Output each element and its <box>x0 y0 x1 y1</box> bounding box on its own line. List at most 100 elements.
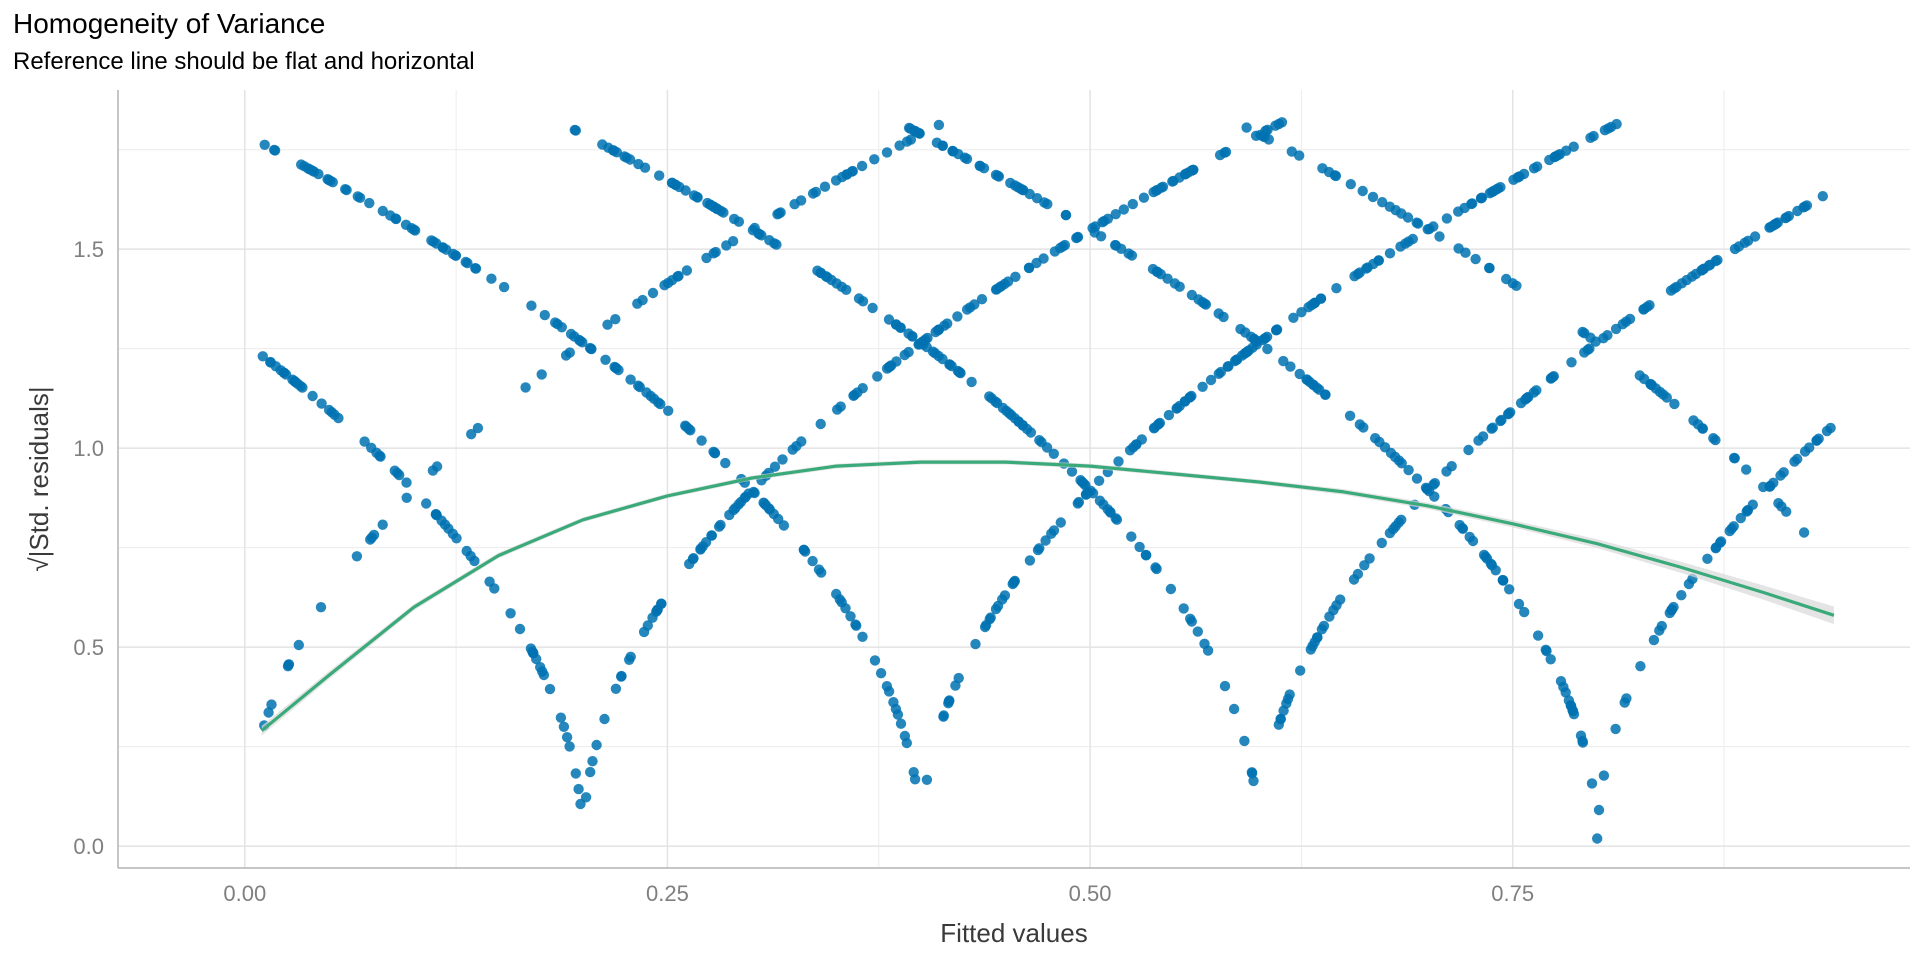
residual-point <box>773 208 785 219</box>
x-tick-label: 0.00 <box>223 881 266 906</box>
residual-point <box>597 139 608 150</box>
residual-point <box>645 390 656 402</box>
residual-point <box>733 216 745 227</box>
residual-point <box>1545 654 1556 665</box>
residual-point <box>1180 169 1191 180</box>
residual-point <box>642 620 653 631</box>
residual-point <box>1798 527 1810 538</box>
residual-point <box>1138 192 1150 203</box>
residual-point <box>1781 212 1792 223</box>
residual-point <box>769 461 781 472</box>
residual-point <box>696 435 707 446</box>
residual-point <box>950 680 961 691</box>
residual-point <box>486 273 497 284</box>
residual-point <box>1579 347 1590 358</box>
residual-point <box>1412 218 1424 229</box>
residual-point <box>1758 481 1769 493</box>
residual-point <box>1532 630 1544 641</box>
residual-point <box>1540 644 1552 655</box>
residual-point <box>1002 276 1014 287</box>
residual-point <box>819 181 831 192</box>
residual-point <box>706 530 717 541</box>
residual-point <box>1231 354 1242 366</box>
residual-point <box>841 169 853 180</box>
residual-point <box>721 240 732 251</box>
residual-point <box>1186 616 1198 627</box>
y-axis-title: √|Std. residuals| <box>24 386 54 571</box>
residual-point <box>1546 373 1557 384</box>
residual-point <box>1295 665 1306 676</box>
residual-point <box>489 583 500 594</box>
residual-point <box>427 465 439 476</box>
residual-point <box>918 339 929 350</box>
residual-point <box>401 477 412 488</box>
residual-point <box>1441 466 1452 477</box>
residual-point <box>654 170 665 181</box>
residual-point <box>1703 260 1715 271</box>
residual-point <box>1015 183 1026 194</box>
residual-point <box>1199 638 1210 649</box>
residual-point <box>1314 384 1325 395</box>
residual-point <box>1441 213 1453 224</box>
residual-point <box>375 451 386 462</box>
residual-point <box>1270 120 1281 131</box>
residual-point <box>1262 343 1273 355</box>
residual-point <box>1588 130 1599 142</box>
residual-point <box>1118 204 1130 215</box>
residual-point <box>1393 517 1405 528</box>
residual-point <box>713 521 725 532</box>
residual-point <box>570 125 581 136</box>
residual-point <box>1429 478 1441 489</box>
residual-point <box>1515 397 1527 409</box>
residual-point <box>1331 600 1342 611</box>
residual-point <box>470 263 482 274</box>
residual-point <box>290 376 301 388</box>
residual-point <box>257 351 268 362</box>
residual-point <box>1003 408 1015 419</box>
residual-point <box>1278 705 1289 716</box>
residual-point <box>625 651 636 662</box>
residual-point <box>575 798 586 810</box>
residual-point <box>1424 223 1435 235</box>
residual-point <box>708 248 719 259</box>
residual-point <box>637 294 648 306</box>
residual-point <box>1021 423 1033 435</box>
residual-point <box>1568 141 1579 152</box>
residual-point <box>1294 368 1305 380</box>
residual-point <box>1473 435 1484 446</box>
residual-point <box>952 365 964 377</box>
residual-point <box>352 191 363 202</box>
residual-point <box>1046 528 1057 539</box>
residual-point <box>947 146 959 157</box>
tick-layer: 0.00 0.25 0.50 0.75 0.0 0.5 1.0 1.5 <box>73 237 1534 906</box>
residual-point <box>1241 122 1252 133</box>
chart-title: Homogeneity of Variance <box>13 8 326 39</box>
residual-point <box>1470 253 1481 265</box>
residual-point <box>1611 118 1622 130</box>
residual-point <box>907 331 918 342</box>
residual-point <box>1024 555 1036 566</box>
residual-point <box>1384 248 1396 259</box>
residual-point <box>834 594 845 605</box>
residual-point <box>466 429 477 440</box>
residual-point <box>613 364 624 376</box>
residual-point <box>1511 280 1522 291</box>
residual-point <box>1251 335 1263 347</box>
residual-point <box>810 186 822 198</box>
residual-point <box>426 235 437 246</box>
residual-point <box>647 287 659 299</box>
residual-point <box>807 555 818 567</box>
residual-point <box>651 606 662 617</box>
residual-point <box>884 361 895 372</box>
y-tick-label: 1.5 <box>73 237 104 262</box>
residual-point <box>1396 458 1407 469</box>
residual-point <box>561 732 573 743</box>
residual-point <box>280 369 292 380</box>
residual-point <box>1288 312 1299 323</box>
residual-point <box>1152 266 1163 278</box>
residual-point <box>1592 833 1603 844</box>
residual-point <box>439 519 451 530</box>
residual-point <box>599 713 610 725</box>
residual-point <box>1742 505 1753 516</box>
x-tick-label: 0.50 <box>1069 881 1112 906</box>
